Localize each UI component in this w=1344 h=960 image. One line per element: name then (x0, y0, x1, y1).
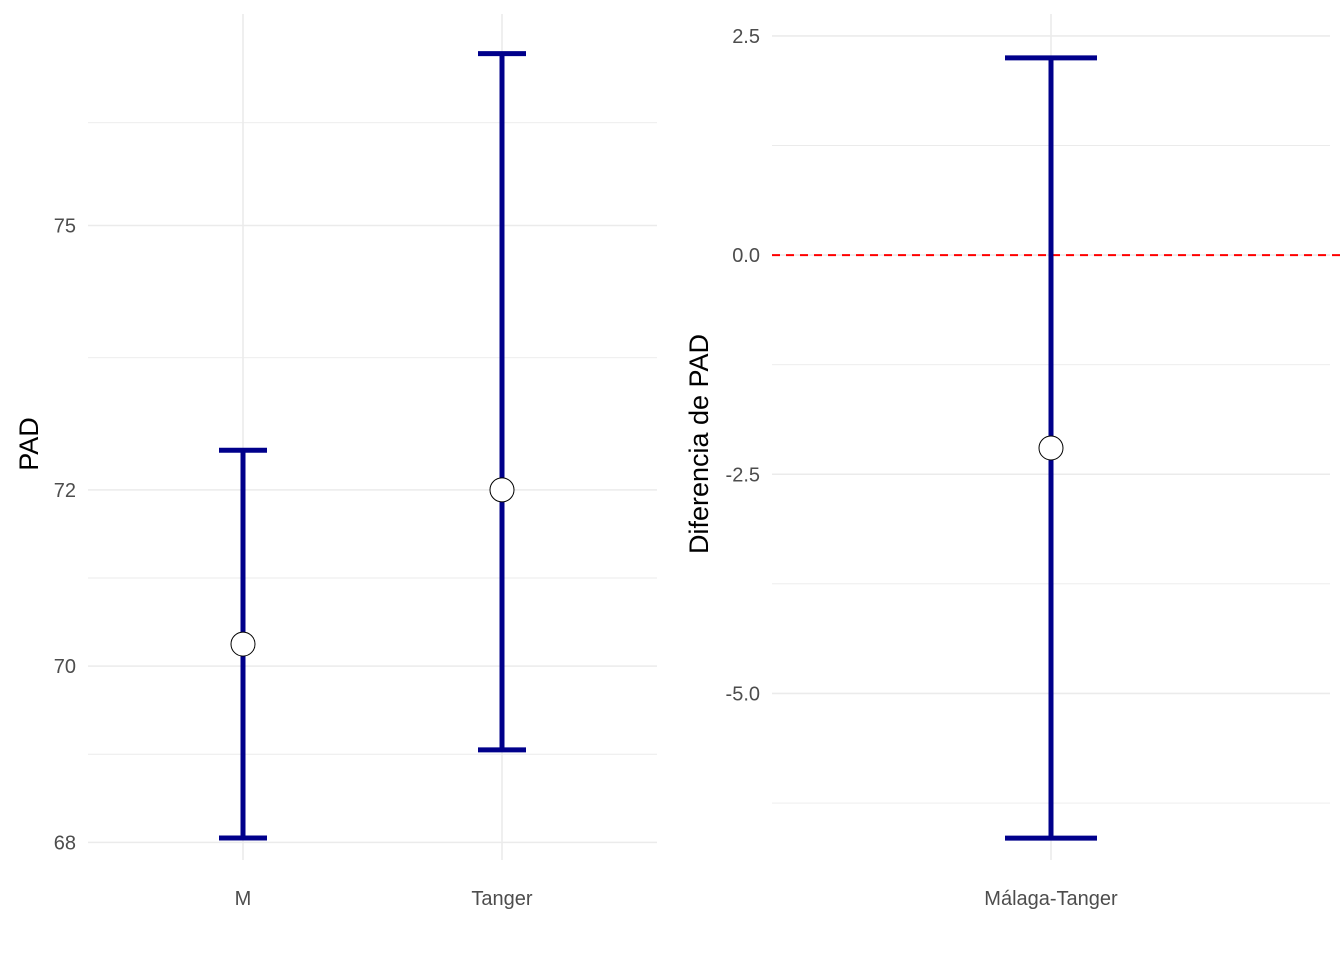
left-y-tick-label: 70 (54, 656, 76, 678)
right-y-tick-label: -2.5 (726, 464, 760, 486)
left-x-tick-label: Tanger (471, 888, 532, 910)
left-y-tick-label: 75 (54, 216, 76, 238)
left-gridlines (88, 14, 657, 860)
right-y-tick-labels: -5.0 -2.5 0.0 2.5 (726, 26, 760, 706)
estimate-point (489, 477, 515, 503)
right-y-tick-label: 2.5 (732, 26, 760, 48)
left-y-tick-label: 68 (54, 832, 76, 854)
right-y-tick-label: -5.0 (726, 683, 760, 705)
right-y-axis-title: Diferencia de PAD (684, 334, 714, 554)
left-x-tick-labels: M Tanger (235, 888, 533, 910)
estimate-point (230, 631, 256, 657)
right-x-tick-label: Málaga-Tanger (984, 888, 1118, 910)
right-y-tick-label: 0.0 (732, 245, 760, 267)
left-x-tick-label: M (235, 888, 252, 910)
left-y-tick-label: 72 (54, 480, 76, 502)
left-points (230, 477, 515, 657)
left-y-tick-labels: 68 70 72 75 (54, 216, 76, 855)
right-points (1038, 435, 1064, 461)
right-x-tick-labels: Málaga-Tanger (984, 888, 1118, 910)
panel-right: -5.0 -2.5 0.0 2.5 Málaga-Tanger Diferencia … (684, 14, 1344, 910)
left-y-axis-title: PAD (14, 417, 44, 471)
left-error-bars (219, 51, 526, 841)
panel-left: 68 70 72 75 M Tanger PAD (14, 14, 657, 910)
estimate-point (1038, 435, 1064, 461)
